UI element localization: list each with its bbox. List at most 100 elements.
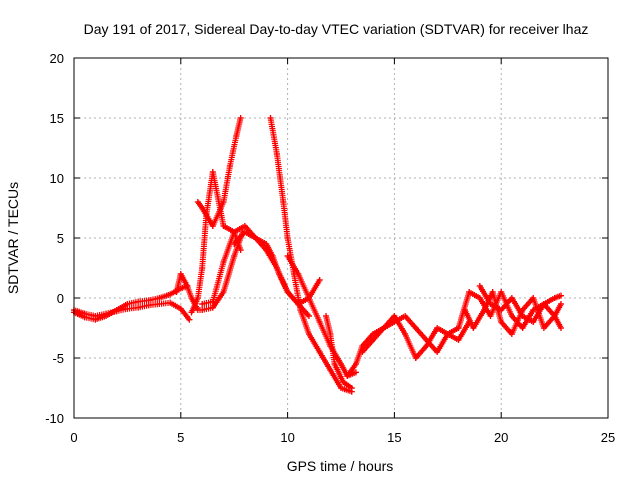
data-point xyxy=(284,235,291,241)
data-point xyxy=(481,307,488,313)
data-point xyxy=(220,289,227,295)
data-point xyxy=(269,253,276,259)
grid-lines xyxy=(74,58,608,418)
data-point xyxy=(209,223,216,229)
x-tick-label: 25 xyxy=(601,430,615,445)
data-point xyxy=(231,253,238,259)
data-point xyxy=(177,271,184,277)
data-point xyxy=(316,349,323,355)
data-point xyxy=(156,295,163,301)
x-tick-label: 15 xyxy=(387,430,401,445)
data-point xyxy=(498,289,505,295)
data-point xyxy=(508,331,515,337)
data-point xyxy=(498,319,505,325)
data-point xyxy=(220,223,227,229)
data-point xyxy=(470,325,477,331)
data-point xyxy=(220,199,227,205)
data-point xyxy=(466,289,473,295)
data-point xyxy=(508,295,515,301)
data-point xyxy=(540,301,547,307)
data-point xyxy=(226,163,233,169)
data-point xyxy=(209,304,216,311)
data-point xyxy=(412,325,419,331)
data-point xyxy=(280,199,287,205)
data-point xyxy=(530,319,537,325)
data-point xyxy=(487,301,494,307)
data-point xyxy=(276,271,283,277)
data-point xyxy=(327,367,334,373)
y-tick-label: 5 xyxy=(57,231,64,246)
data-point xyxy=(423,337,430,343)
data-point xyxy=(237,247,244,253)
data-point xyxy=(423,343,430,349)
data-point xyxy=(305,331,312,337)
data-point xyxy=(209,298,216,305)
y-tick-label: 15 xyxy=(50,111,64,126)
data-point xyxy=(316,319,323,325)
data-point xyxy=(199,307,206,313)
data-point xyxy=(498,307,505,313)
series-track-10 xyxy=(323,313,355,391)
data-point xyxy=(233,133,240,139)
data-point xyxy=(186,316,193,323)
series-track-5 xyxy=(194,115,244,229)
data-point xyxy=(402,331,409,337)
data-point xyxy=(359,349,366,355)
data-point xyxy=(252,235,259,241)
data-point xyxy=(461,307,468,313)
data-point xyxy=(359,343,366,349)
data-point xyxy=(391,319,398,325)
data-point xyxy=(316,277,323,283)
data-marks xyxy=(71,115,565,395)
data-point xyxy=(177,305,184,312)
data-point xyxy=(519,313,526,319)
data-point xyxy=(352,369,359,376)
x-axis-label: GPS time / hours xyxy=(287,458,394,474)
data-point xyxy=(135,298,142,305)
data-point xyxy=(188,309,195,316)
data-point xyxy=(370,331,377,337)
data-point xyxy=(194,295,201,301)
data-point xyxy=(558,292,565,299)
data-point xyxy=(327,331,334,337)
data-point xyxy=(530,295,537,301)
data-point xyxy=(92,313,99,319)
series-track-7 xyxy=(231,229,312,319)
data-point xyxy=(434,349,441,355)
data-point xyxy=(519,325,526,331)
data-point xyxy=(113,308,120,315)
data-point xyxy=(551,295,558,301)
data-point xyxy=(338,385,344,391)
chart-title: Day 191 of 2017, Sidereal Day-to-day VTE… xyxy=(84,21,589,37)
x-tick-label: 5 xyxy=(177,430,184,445)
data-point xyxy=(558,325,565,331)
x-tick-label: 0 xyxy=(70,430,77,445)
data-point xyxy=(263,241,270,247)
x-tick-label: 20 xyxy=(494,430,508,445)
data-point xyxy=(199,205,206,211)
data-point xyxy=(380,325,387,331)
data-point xyxy=(455,337,462,343)
data-point xyxy=(352,361,359,367)
data-point xyxy=(551,313,558,319)
data-point xyxy=(241,229,248,235)
data-point xyxy=(340,379,347,385)
data-point xyxy=(476,295,483,301)
data-point xyxy=(284,289,291,295)
data-point xyxy=(184,283,191,289)
data-point xyxy=(199,301,206,307)
data-point xyxy=(487,313,494,319)
data-point xyxy=(145,302,152,309)
data-point xyxy=(489,289,496,295)
data-point xyxy=(231,229,238,235)
data-point xyxy=(305,313,312,319)
data-point xyxy=(476,283,483,289)
data-point xyxy=(297,307,304,313)
data-point xyxy=(173,289,180,295)
data-point xyxy=(348,385,355,391)
series-track-8 xyxy=(267,115,355,395)
data-point xyxy=(412,355,419,361)
data-point xyxy=(124,305,131,312)
